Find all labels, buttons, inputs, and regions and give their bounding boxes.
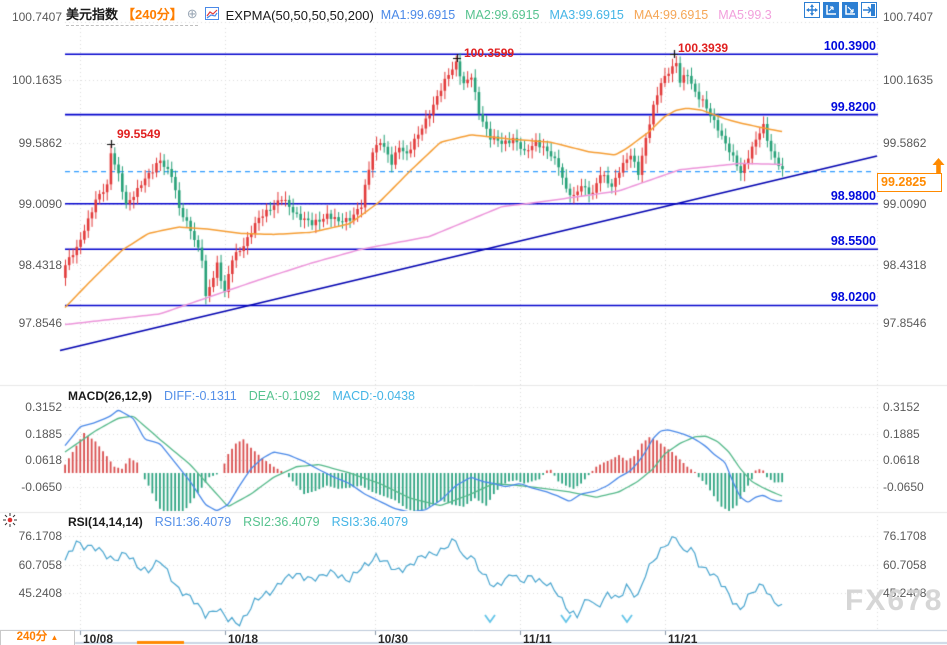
symbol-title: 美元指数 [66,7,119,22]
hline-label-98.9800: 98.9800 [830,188,876,203]
axis-label-right-macd: 0.1885 [883,426,920,441]
ma-legend-item: MA1:99.6915 [380,8,456,22]
hline-label-98.0200: 98.0200 [830,290,876,305]
rsi-header: RSI(14,14,14) RSI1:36.4079 RSI2:36.4079 RS… [68,515,408,529]
chart-header: 美元指数 【240分】 ⊕ EXPMA(50,50,50,50,200) MA1… [66,4,772,26]
axis-label-right-rsi: 60.7058 [883,557,927,572]
date-label-10/30: 10/30 [378,632,409,645]
price-annotation: 100.3599 [464,46,515,60]
axis-label-left-price: 100.1635 [11,73,62,87]
axis-label-right-macd: 0.0618 [883,453,920,467]
axis-label-left-price: 99.0090 [18,196,62,211]
scale-axes-icon[interactable] [842,2,858,18]
axis-label-left-rsi: 45.2408 [18,586,62,600]
current-price-tag: 99.2825 [877,173,942,192]
axis-label-right-price: 98.4318 [883,258,927,272]
axis-label-right-price: 100.1635 [883,73,934,87]
axis-label-left-rsi: 76.1708 [18,529,62,543]
axis-label-left-macd: 0.3152 [25,399,62,414]
ma-legend-item: MA2:99.6915 [465,8,540,22]
indicator-marker-icon[interactable] [3,513,17,532]
axis-label-left-rsi: 60.7058 [18,557,62,572]
ma-legend: MA1:99.6915 MA2:99.6915 MA3:99.6915 MA4:99.… [381,8,772,22]
hline-label-99.8200: 99.8200 [830,99,876,114]
rsi-legend-item: RSI1:36.4079 [154,515,232,529]
axis-label-left-price: 98.4318 [18,258,62,272]
axis-label-right-price: 99.0090 [883,196,927,211]
axis-label-right-price: 100.7407 [883,10,934,24]
axis-label-right-price: 97.8546 [883,316,927,330]
timeframe-button[interactable]: 240分 ▲ [0,630,75,645]
axis-label-right-macd: 0.3152 [883,399,920,414]
chart-toolbar [804,2,877,18]
date-label-10/18: 10/18 [228,632,259,645]
watermark: FX678 [845,584,944,617]
axis-label-left-price: 99.5862 [18,136,62,150]
period-label: 【240分】 [122,7,183,22]
axis-label-left-macd: -0.0650 [21,479,62,494]
axis-label-right-price: 99.5862 [883,136,927,150]
timeframe-label: 240分 [16,631,48,643]
price-annotation: 99.5549 [117,127,161,141]
indicator-name: EXPMA(50,50,50,50,200) [225,7,374,23]
pan-icon[interactable] [804,2,820,18]
rsi-legend-item: RSI2:36.4079 [243,515,320,529]
axis-label-left-macd: 0.1885 [25,426,62,441]
macd-legend: DIFF:-0.1311 DEA:-0.1092 MACD:-0.0438 [164,389,415,403]
axis-label-right-rsi: 76.1708 [883,529,927,543]
macd-header: MACD(26,12,9) DIFF:-0.1311 DEA:-0.1092 MAC… [68,389,415,403]
timeframe-arrow-icon: ▲ [50,633,59,642]
axis-label-left-price: 100.7407 [11,10,62,24]
price-annotation: 100.3939 [678,41,729,55]
collapse-right-icon[interactable] [861,2,877,18]
macd-legend-item: DEA:-0.1092 [248,389,321,403]
hline-label-98.5500: 98.5500 [830,234,876,249]
date-label-11/11: 11/11 [523,632,552,645]
symbol-group: 美元指数 【240分】 ⊕ [66,4,198,26]
rsi-legend: RSI1:36.4079 RSI2:36.4079 RSI3:36.4079 [155,515,408,529]
axis-label-left-macd: 0.0618 [25,453,62,467]
zoom-axes-icon[interactable] [823,2,839,18]
mini-chart-icon [204,7,219,23]
macd-legend-item: MACD:-0.0438 [332,389,416,403]
rsi-legend-item: RSI3:36.4079 [331,515,409,529]
price-up-arrow-icon [932,158,945,178]
date-label-10/08: 10/08 [83,632,114,645]
rsi-name: RSI(14,14,14) [68,515,143,529]
hline-label-100.3900: 100.3900 [823,39,876,54]
macd-name: MACD(26,12,9) [68,389,153,403]
add-indicator-icon[interactable]: ⊕ [186,5,198,21]
axis-label-left-price: 97.8546 [18,316,62,330]
ma-legend-item: MA4:99.6915 [633,8,709,22]
ma-legend-item: MA3:99.6915 [549,8,624,22]
macd-legend-item: DIFF:-0.1311 [164,389,237,403]
axis-label-right-macd: -0.0650 [883,479,924,494]
axis-label-right-rsi: 45.2408 [883,586,927,600]
date-label-11/21: 11/21 [668,632,698,645]
ma-legend-item: MA5:99.3 [718,8,772,22]
